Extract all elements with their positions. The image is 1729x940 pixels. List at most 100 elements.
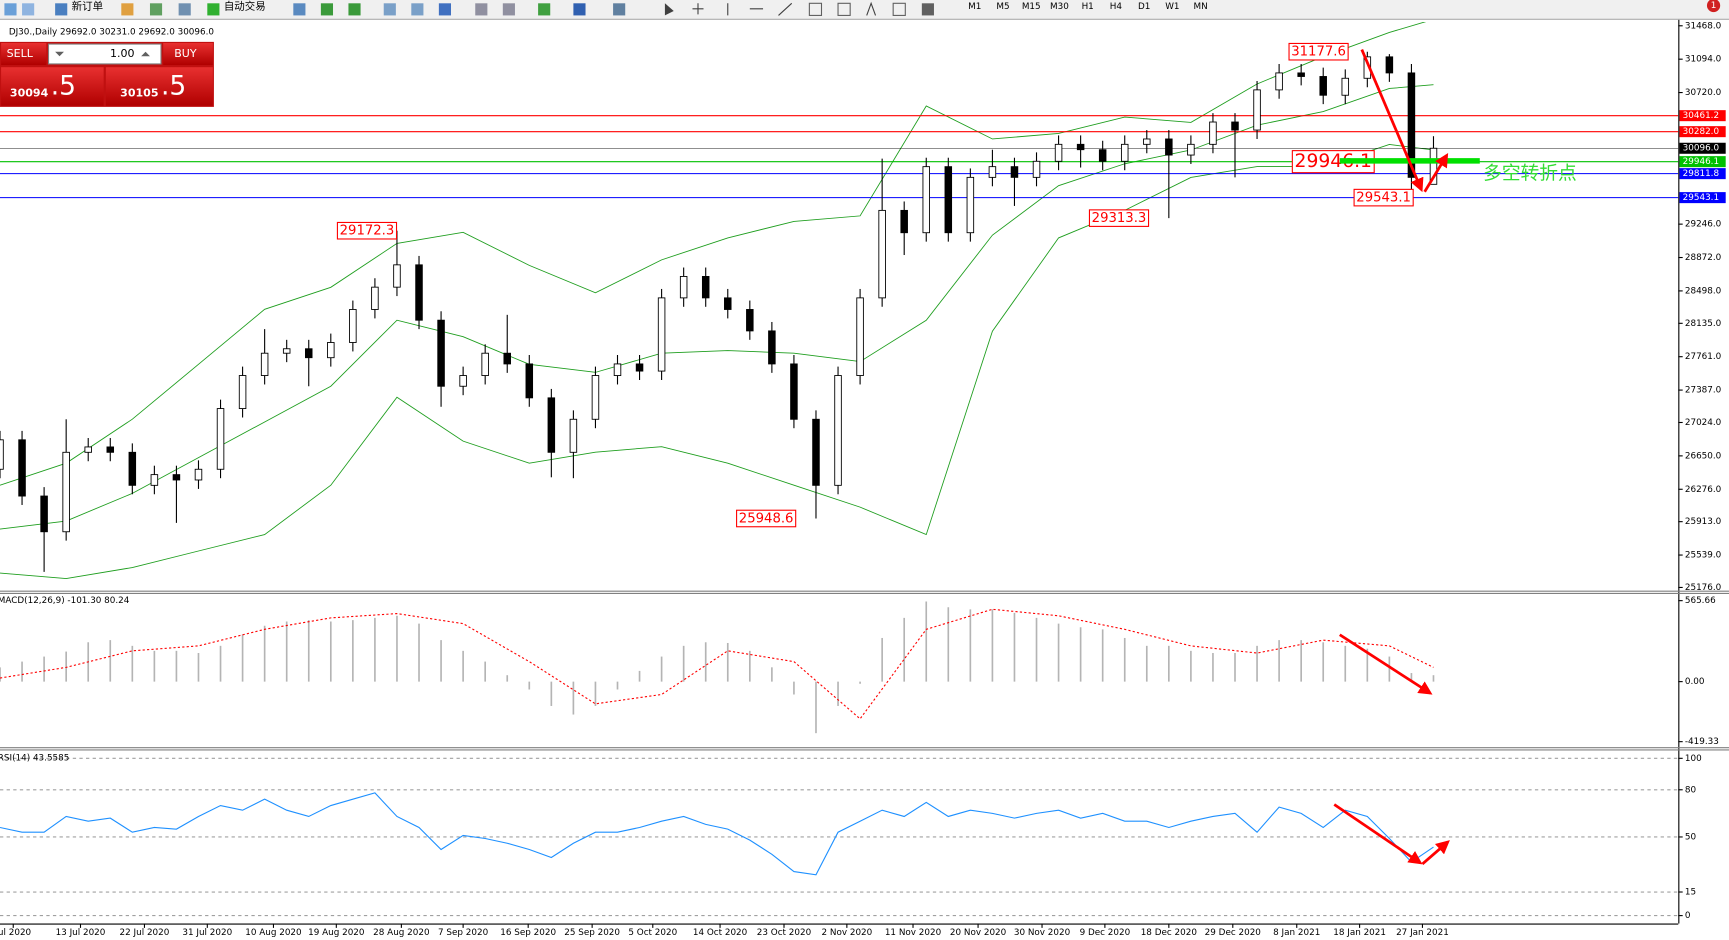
buy-price-box[interactable] — [105, 67, 213, 106]
one-click-trading: SELL 1.00 BUY 30094 .5 30105 .5 — [0, 41, 214, 107]
candle-body — [790, 363, 798, 420]
icon[interactable] — [475, 3, 488, 16]
icon[interactable] — [411, 3, 424, 16]
auto-trading-icon[interactable] — [207, 3, 220, 16]
x-tick-label: 16 Sep 2020 — [500, 928, 556, 938]
crosshair-icon[interactable] — [692, 3, 704, 15]
icon[interactable] — [4, 3, 17, 16]
icon[interactable] — [613, 3, 626, 16]
x-tick-label: 2 Nov 2020 — [821, 928, 872, 938]
sell-price-pips[interactable]: .5 — [51, 71, 76, 102]
new-order-icon[interactable] — [55, 3, 68, 16]
icon[interactable] — [808, 2, 823, 16]
y-tick-label: 0.00 — [1685, 677, 1705, 687]
candle-body — [1187, 143, 1195, 156]
price-annotation: 31177.6 — [1291, 45, 1346, 60]
candle-body — [679, 276, 688, 299]
candle-body — [1010, 166, 1019, 178]
panel: 565.66 0.00 -419.33 MACD(12,26,9) -101.30 8… — [0, 596, 1719, 747]
cursor-icon[interactable] — [664, 3, 674, 16]
price-level-label: 30461.2 — [1683, 111, 1719, 121]
candle-body — [18, 439, 26, 497]
sell-price-box[interactable] — [1, 67, 104, 106]
candle-body — [547, 397, 556, 453]
icon[interactable] — [22, 3, 35, 16]
candle-body — [878, 209, 886, 299]
price-annotation: 29946.1 — [1295, 151, 1372, 172]
icon[interactable] — [348, 3, 361, 16]
icon[interactable] — [383, 3, 396, 16]
price-level-label: 30096.0 — [1683, 144, 1720, 154]
x-tick-label: 25 Sep 2020 — [564, 928, 620, 938]
candle-body — [305, 348, 313, 359]
candle-body — [1341, 77, 1350, 96]
icon[interactable] — [837, 2, 851, 16]
price-annotation: 29543.1 — [1356, 191, 1411, 206]
candle-body — [172, 474, 181, 481]
candle-body — [724, 297, 732, 310]
icon[interactable] — [320, 3, 334, 16]
x-tick-label: 19 Aug 2020 — [308, 928, 365, 938]
icon[interactable] — [293, 3, 306, 16]
timeframe-button[interactable]: W1 — [1165, 2, 1179, 12]
buy-label[interactable]: BUY — [174, 47, 197, 60]
y-tick-label: 27024.0 — [1685, 418, 1722, 428]
candle-body — [1253, 89, 1261, 131]
volume-field[interactable] — [47, 43, 162, 65]
x-tick-label: 22 Jul 2020 — [120, 928, 170, 938]
text-icon[interactable] — [866, 1, 877, 16]
icon[interactable] — [502, 3, 515, 16]
price-level-box — [1679, 192, 1726, 204]
new-order-button[interactable]: 新订单 — [72, 0, 103, 13]
timeframe-button[interactable]: M1 — [968, 2, 981, 12]
icon[interactable] — [121, 3, 134, 16]
plot-area — [0, 757, 1679, 917]
candle-body — [503, 352, 511, 365]
icon[interactable] — [149, 3, 163, 16]
panel: 100 80 50 15 0 Jul 2020 13 Jul 2020 22 Jul 2020… — [0, 754, 1702, 938]
timeframe-button[interactable]: H4 — [1110, 2, 1123, 12]
plot-area — [0, 22, 1679, 579]
candle-body — [1165, 138, 1173, 156]
timeframe-button[interactable]: D1 — [1138, 2, 1150, 12]
icon[interactable] — [573, 3, 586, 16]
up-arrow — [1423, 153, 1449, 193]
candle-body — [128, 451, 137, 486]
panel-separators — [0, 590, 1729, 751]
x-tick-label: 30 Nov 2020 — [1014, 928, 1071, 938]
line-icons[interactable] — [727, 2, 793, 16]
buy-price-pips[interactable]: .5 — [161, 71, 186, 102]
auto-trading-button[interactable]: 自动交易 — [224, 0, 266, 13]
sell-label[interactable]: SELL — [7, 47, 34, 60]
x-tick-label: 11 Nov 2020 — [885, 928, 942, 938]
timeframe-button[interactable]: M5 — [996, 2, 1009, 12]
timeframe-button[interactable]: MN — [1194, 2, 1208, 12]
notification-badge[interactable] — [1706, 0, 1721, 13]
candle-body — [1076, 143, 1085, 151]
sell-price[interactable]: 30094 — [10, 87, 49, 100]
icon[interactable] — [178, 3, 191, 16]
icon[interactable] — [921, 3, 934, 16]
candle-body — [569, 418, 578, 453]
buy-button[interactable] — [163, 42, 213, 66]
timeframe-button[interactable]: M15 — [1022, 2, 1041, 12]
icon[interactable] — [438, 3, 451, 16]
drawings — [1333, 49, 1480, 866]
sell-button[interactable] — [1, 42, 47, 66]
candle-body — [415, 264, 423, 321]
price-level-box — [1679, 156, 1726, 168]
x-tick-label: 10 Aug 2020 — [245, 928, 302, 938]
timeframe-button[interactable]: M30 — [1050, 2, 1069, 12]
candle-body — [106, 446, 115, 453]
price-annotation: 29313.3 — [1092, 211, 1147, 226]
volume-value[interactable]: 1.00 — [110, 47, 135, 60]
candle-body — [393, 264, 401, 288]
buy-price[interactable]: 30105 — [120, 87, 158, 100]
y-tick-label: 0 — [1685, 911, 1691, 921]
icon[interactable] — [892, 2, 906, 16]
icon[interactable] — [538, 3, 551, 16]
timeframe-button[interactable]: H1 — [1082, 2, 1094, 12]
price-level-label: 29543.1 — [1683, 193, 1719, 203]
